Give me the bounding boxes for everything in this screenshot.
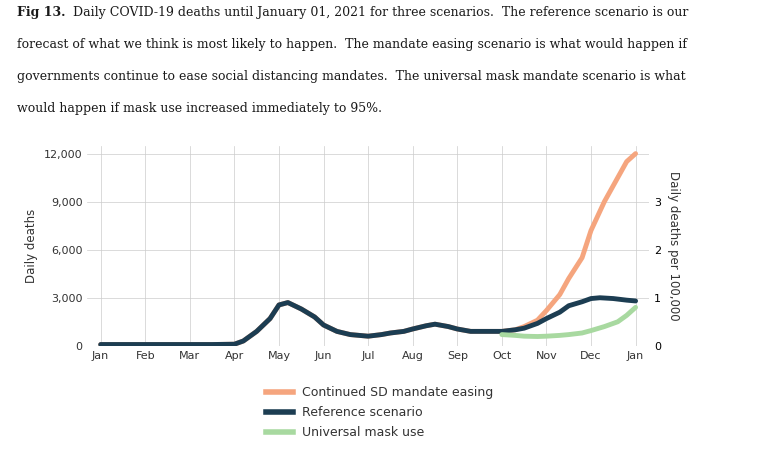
Legend: Continued SD mandate easing, Reference scenario, Universal mask use: Continued SD mandate easing, Reference s… — [261, 381, 498, 444]
Text: would happen if mask use increased immediately to 95%.: would happen if mask use increased immed… — [17, 102, 382, 115]
Y-axis label: Daily deaths per 100,000: Daily deaths per 100,000 — [667, 171, 680, 320]
Text: forecast of what we think is most likely to happen.  The mandate easing scenario: forecast of what we think is most likely… — [17, 38, 687, 51]
Text: governments continue to ease social distancing mandates.  The universal mask man: governments continue to ease social dist… — [17, 70, 685, 83]
Y-axis label: Daily deaths: Daily deaths — [25, 208, 38, 283]
Text: Fig 13.: Fig 13. — [17, 6, 65, 19]
Text: Daily COVID-19 deaths until January 01, 2021 for three scenarios.  The reference: Daily COVID-19 deaths until January 01, … — [65, 6, 688, 19]
